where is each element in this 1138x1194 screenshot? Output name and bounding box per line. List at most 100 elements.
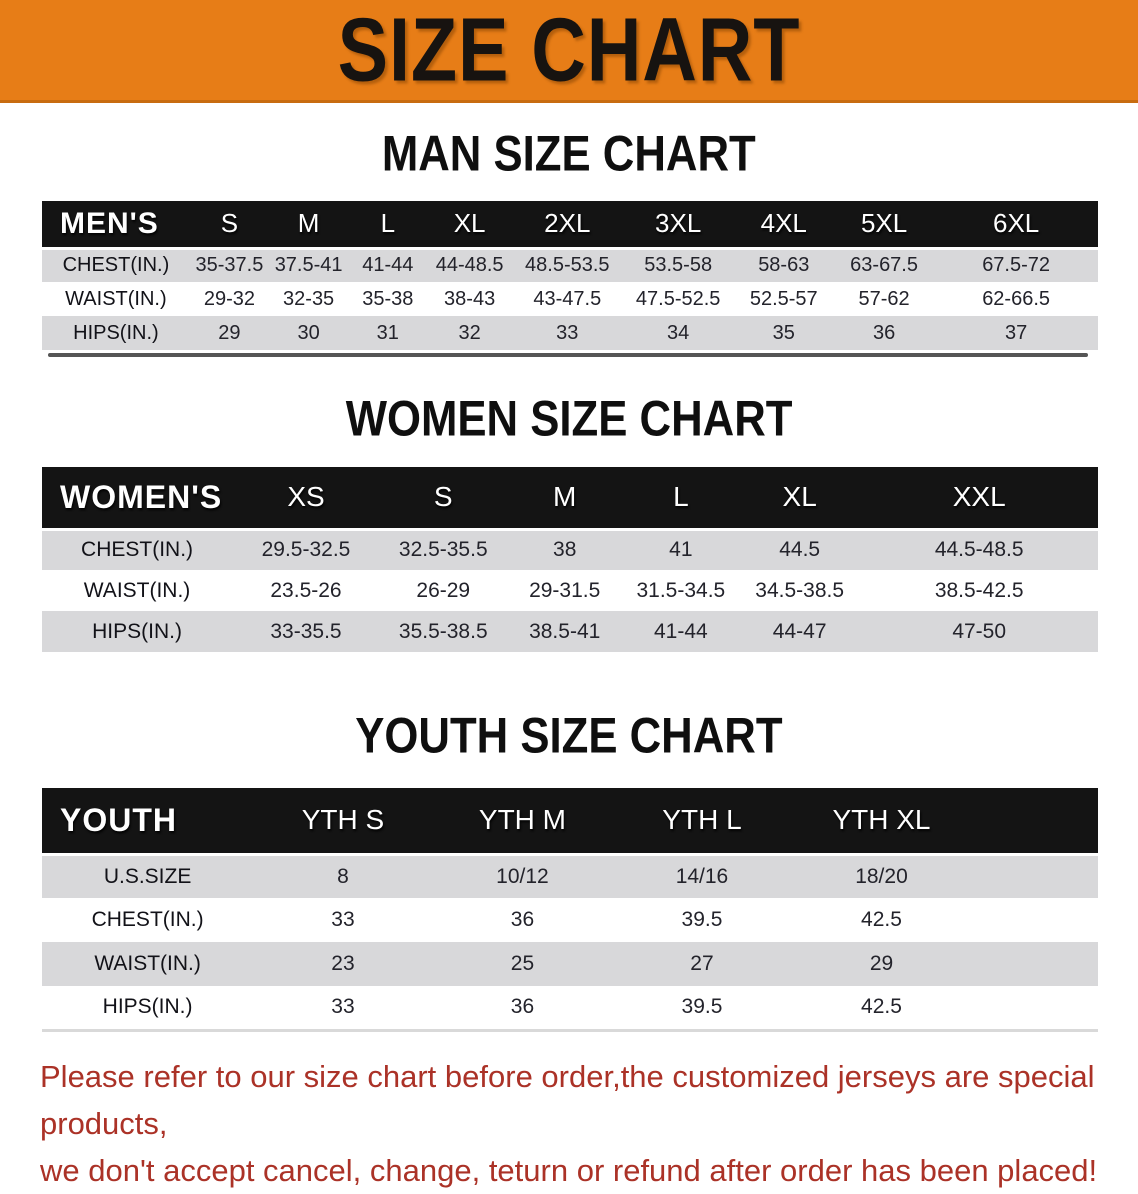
women-section-title-wrap: WOMEN SIZE CHART bbox=[0, 390, 1138, 446]
column-header: YTH S bbox=[253, 788, 433, 856]
table-row: WAIST(IN.) 23.5-26 26-29 29-31.5 31.5-34… bbox=[42, 570, 1098, 611]
column-header: 3XL bbox=[622, 201, 734, 250]
size-cell: 44-48.5 bbox=[427, 248, 512, 282]
column-header: L bbox=[622, 467, 739, 531]
size-cell: 36 bbox=[833, 316, 935, 350]
size-cell: 39.5 bbox=[612, 898, 792, 942]
banner-title: SIZE CHART bbox=[337, 0, 801, 100]
disclaimer-line-2: we don't accept cancel, change, teturn o… bbox=[40, 1152, 1098, 1188]
size-cell: 34 bbox=[622, 316, 734, 350]
column-header: M bbox=[506, 467, 623, 531]
row-label: U.S.SIZE bbox=[42, 854, 254, 898]
table-row: HIPS(IN.) 29 30 31 32 33 34 35 36 37 bbox=[42, 316, 1098, 350]
disclaimer-line-1: Please refer to our size chart before or… bbox=[40, 1058, 1095, 1141]
size-cell: 42.5 bbox=[791, 898, 972, 942]
size-cell: 44.5-48.5 bbox=[860, 529, 1098, 570]
size-cell: 38 bbox=[506, 529, 623, 570]
size-cell: 57-62 bbox=[833, 282, 935, 316]
spacer-cell bbox=[971, 854, 1098, 898]
table-row: CHEST(IN.) 29.5-32.5 32.5-35.5 38 41 44.… bbox=[42, 529, 1098, 570]
row-label: WAIST(IN.) bbox=[42, 282, 190, 316]
size-cell: 48.5-53.5 bbox=[511, 248, 623, 282]
size-cell: 41 bbox=[622, 529, 739, 570]
column-header: 4XL bbox=[733, 201, 834, 250]
row-label: HIPS(IN.) bbox=[42, 986, 254, 1030]
size-cell: 63-67.5 bbox=[833, 248, 935, 282]
size-cell: 31.5-34.5 bbox=[622, 570, 739, 611]
women-header-row: WOMEN'S XS S M L XL XXL bbox=[42, 467, 1098, 531]
spacer-cell bbox=[971, 942, 1098, 986]
size-cell: 33-35.5 bbox=[232, 611, 380, 652]
size-cell: 23 bbox=[253, 942, 433, 986]
column-header: XL bbox=[427, 201, 512, 250]
women-group-label: WOMEN'S bbox=[42, 467, 233, 531]
table-row: WAIST(IN.) 23 25 27 29 bbox=[42, 942, 1098, 986]
size-cell: 25 bbox=[432, 942, 613, 986]
column-header: XXL bbox=[860, 467, 1098, 531]
size-cell: 38.5-42.5 bbox=[860, 570, 1098, 611]
column-header: XL bbox=[738, 467, 861, 531]
table-row: HIPS(IN.) 33 36 39.5 42.5 bbox=[42, 986, 1098, 1030]
men-table-bottom-divider bbox=[48, 353, 1088, 357]
size-cell: 27 bbox=[612, 942, 792, 986]
size-cell: 32 bbox=[427, 316, 512, 350]
size-cell: 42.5 bbox=[791, 986, 972, 1030]
size-cell: 23.5-26 bbox=[232, 570, 380, 611]
size-cell: 26-29 bbox=[379, 570, 507, 611]
column-header: S bbox=[189, 201, 270, 250]
size-cell: 44.5 bbox=[738, 529, 861, 570]
size-cell: 8 bbox=[253, 854, 433, 898]
size-cell: 31 bbox=[348, 316, 428, 350]
column-header: M bbox=[269, 201, 349, 250]
size-cell: 30 bbox=[269, 316, 349, 350]
table-row: WAIST(IN.) 29-32 32-35 35-38 38-43 43-47… bbox=[42, 282, 1098, 316]
spacer-cell bbox=[971, 986, 1098, 1030]
size-cell: 37 bbox=[934, 316, 1098, 350]
size-cell: 67.5-72 bbox=[934, 248, 1098, 282]
column-header: 2XL bbox=[511, 201, 623, 250]
men-group-label: MEN'S bbox=[42, 201, 190, 250]
column-header: S bbox=[379, 467, 507, 531]
row-label: CHEST(IN.) bbox=[42, 248, 190, 282]
size-cell: 29-31.5 bbox=[506, 570, 623, 611]
table-row: CHEST(IN.) 33 36 39.5 42.5 bbox=[42, 898, 1098, 942]
women-size-table: WOMEN'S XS S M L XL XXL CHEST(IN.) 29.5-… bbox=[42, 467, 1098, 652]
men-section-title-wrap: MAN SIZE CHART bbox=[0, 124, 1138, 182]
size-cell: 41-44 bbox=[622, 611, 739, 652]
size-cell: 29 bbox=[189, 316, 270, 350]
size-cell: 47-50 bbox=[860, 611, 1098, 652]
row-label: CHEST(IN.) bbox=[42, 898, 254, 942]
youth-group-label: YOUTH bbox=[42, 788, 254, 856]
row-label: CHEST(IN.) bbox=[42, 529, 233, 570]
size-cell: 62-66.5 bbox=[934, 282, 1098, 316]
size-cell: 10/12 bbox=[432, 854, 613, 898]
size-cell: 36 bbox=[432, 986, 613, 1030]
column-header: 5XL bbox=[833, 201, 935, 250]
size-cell: 43-47.5 bbox=[511, 282, 623, 316]
size-cell: 14/16 bbox=[612, 854, 792, 898]
size-cell: 53.5-58 bbox=[622, 248, 734, 282]
size-cell: 33 bbox=[511, 316, 623, 350]
size-cell: 44-47 bbox=[738, 611, 861, 652]
youth-section-title: YOUTH SIZE CHART bbox=[355, 706, 783, 764]
size-cell: 41-44 bbox=[348, 248, 428, 282]
row-label: WAIST(IN.) bbox=[42, 942, 254, 986]
men-header-row: MEN'S S M L XL 2XL 3XL 4XL 5XL 6XL bbox=[42, 201, 1098, 250]
column-header: YTH L bbox=[612, 788, 792, 856]
size-cell: 32-35 bbox=[269, 282, 349, 316]
size-cell: 29.5-32.5 bbox=[232, 529, 380, 570]
table-row: U.S.SIZE 8 10/12 14/16 18/20 bbox=[42, 854, 1098, 898]
youth-header-row: YOUTH YTH S YTH M YTH L YTH XL bbox=[42, 788, 1098, 856]
column-header: XS bbox=[232, 467, 380, 531]
size-cell: 52.5-57 bbox=[733, 282, 834, 316]
men-section-title: MAN SIZE CHART bbox=[382, 124, 756, 182]
spacer-cell bbox=[971, 898, 1098, 942]
size-cell: 47.5-52.5 bbox=[622, 282, 734, 316]
size-cell: 35-38 bbox=[348, 282, 428, 316]
size-cell: 36 bbox=[432, 898, 613, 942]
size-cell: 32.5-35.5 bbox=[379, 529, 507, 570]
table-row: CHEST(IN.) 35-37.5 37.5-41 41-44 44-48.5… bbox=[42, 248, 1098, 282]
size-cell: 33 bbox=[253, 898, 433, 942]
column-header: L bbox=[348, 201, 428, 250]
size-cell: 35.5-38.5 bbox=[379, 611, 507, 652]
